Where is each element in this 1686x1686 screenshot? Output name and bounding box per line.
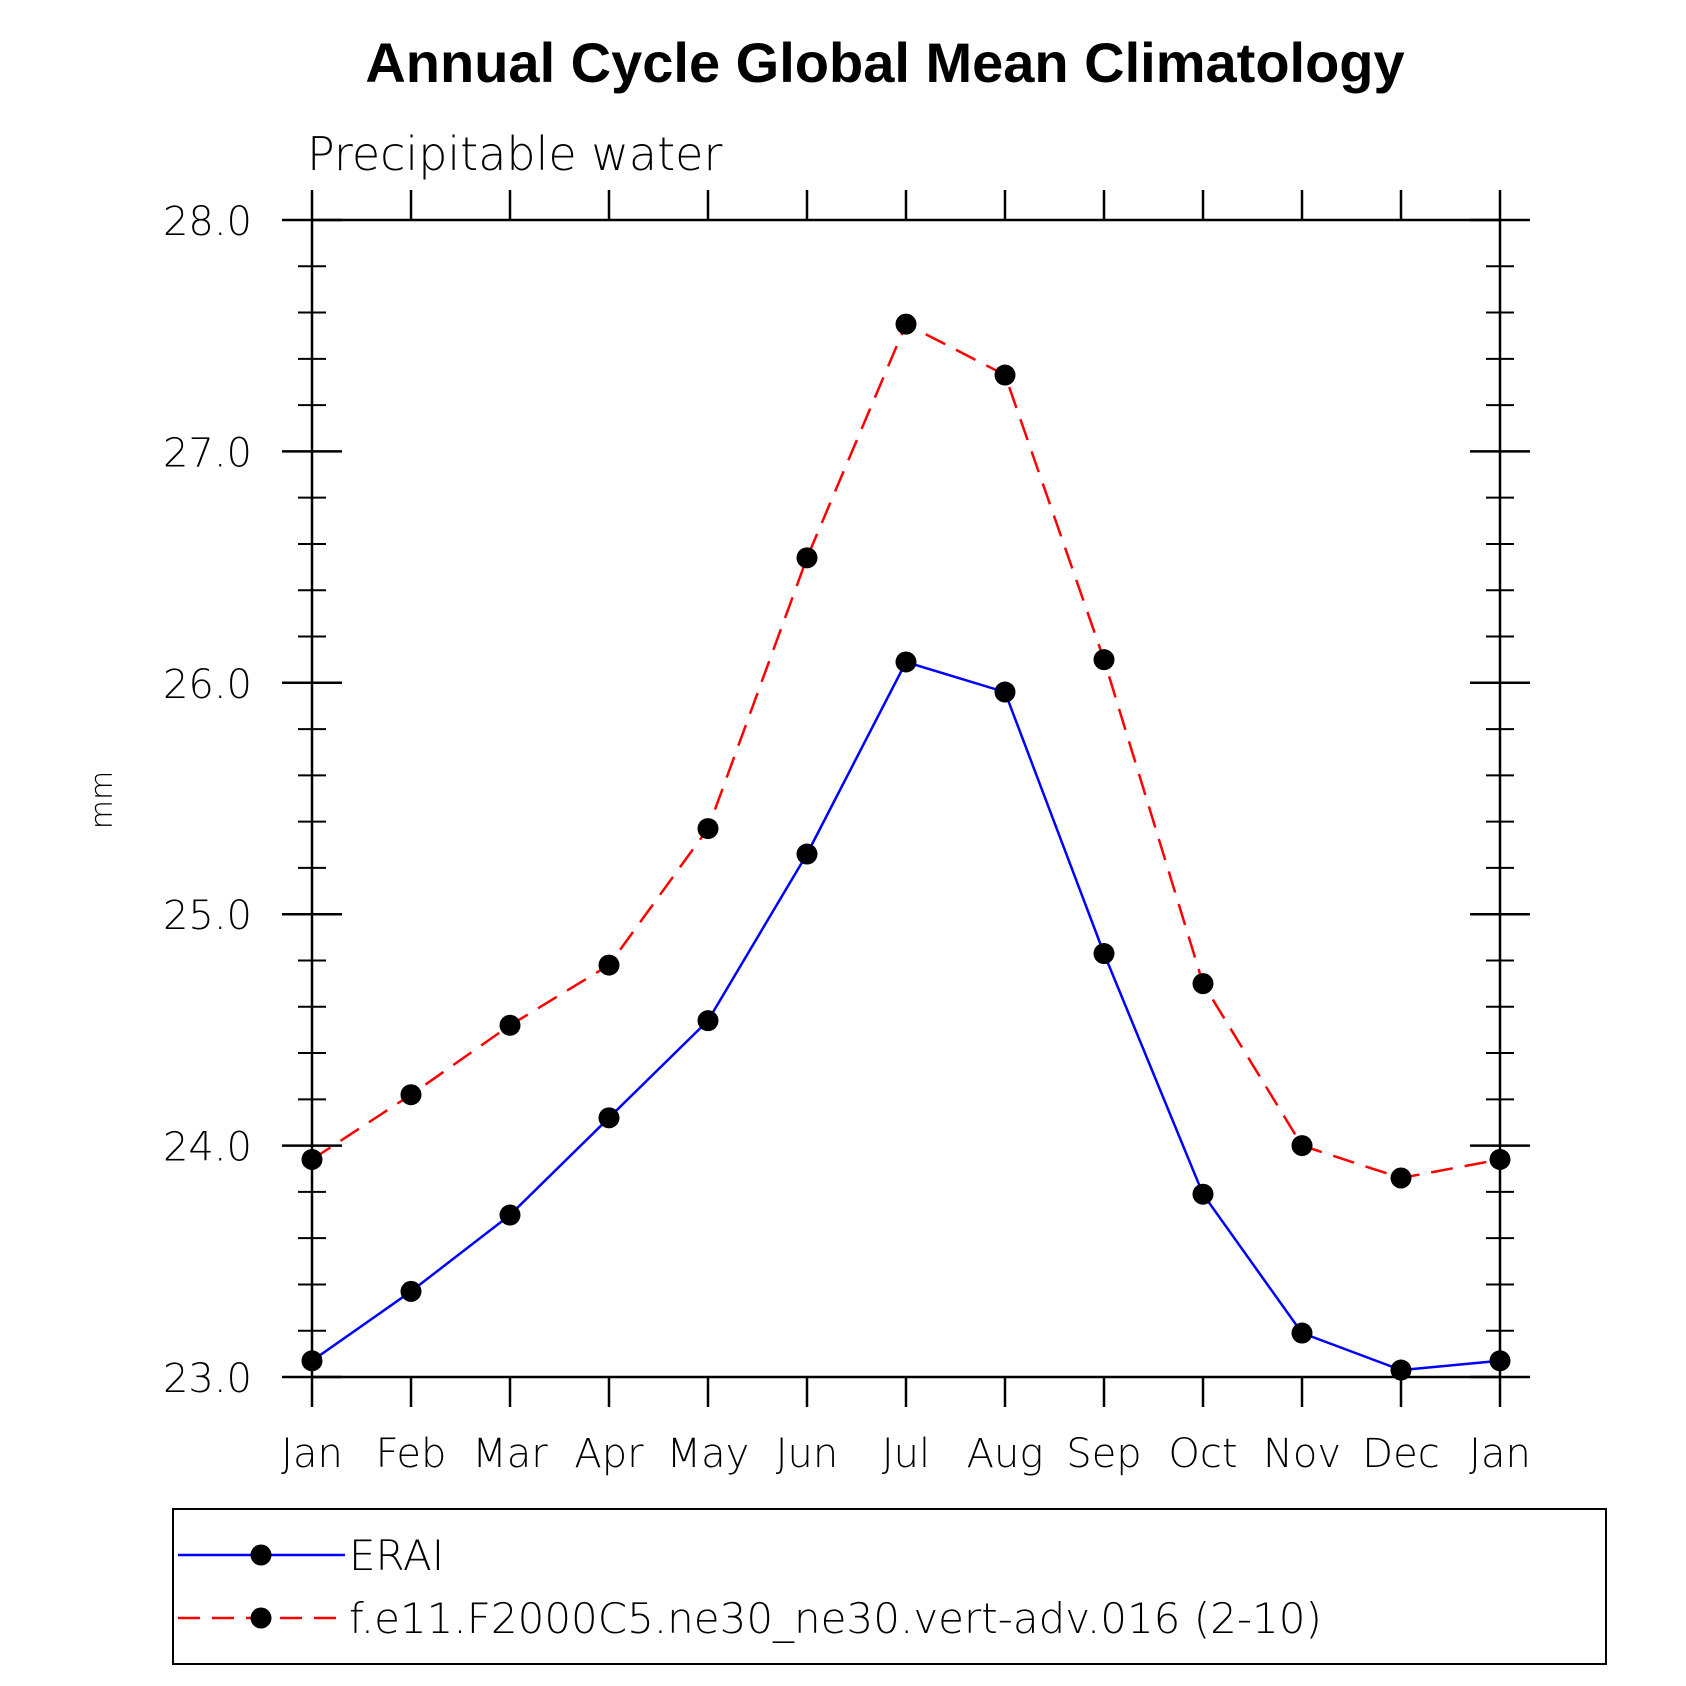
series-1-point [499,1204,521,1226]
series-2-point [1093,649,1115,671]
plot-frame [310,218,1502,1379]
series-2-point [994,364,1016,386]
series-2-point [598,954,620,976]
chart-subtitle: Precipitable water [307,127,722,181]
series-group [301,313,1511,1381]
y-tick-label: 27.0 [163,430,252,476]
x-tick-label: Dec [1362,1431,1439,1477]
series-2-point [1291,1135,1313,1157]
legend-label-1: ERAI [349,1531,444,1580]
series-1-point [598,1107,620,1129]
x-tick-label: Sep [1066,1431,1141,1477]
series-1-point [697,1010,719,1032]
x-tick-label: Apr [574,1431,644,1477]
y-axis-label: mm [85,771,120,829]
series-2-point [301,1148,323,1170]
x-tick-label: Feb [376,1431,447,1477]
x-tick-label: Mar [472,1431,548,1477]
series-1-point [994,681,1016,703]
series-2-point [1192,973,1214,995]
series-1-point [796,843,818,865]
legend: ERAI f.e11.F2000C5.ne30_ne30.vert-adv.016… [178,1531,1322,1643]
series-2-point [796,547,818,569]
y-tick-label: 25.0 [163,893,252,939]
series-1-point [400,1280,422,1302]
axes: Jan Feb Mar Apr May Jun Jul Aug Sep Oct Nov Dec Jan 2… [163,190,1531,1477]
series-1-point [1093,943,1115,965]
series-1-point [1390,1359,1412,1381]
series-2-point [499,1014,521,1036]
x-tick-label: Aug [967,1431,1044,1477]
series-1-point [1291,1322,1313,1344]
series-1-point [1192,1183,1214,1205]
chart-title: Annual Cycle Global Mean Climatology [365,31,1404,94]
x-tick-label: Oct [1168,1431,1237,1477]
series-1-point [895,651,917,673]
series-1-point [301,1350,323,1372]
series-2-point [895,313,917,335]
series-2-point [697,818,719,840]
series-line-2 [311,322,1501,1180]
x-tick-label: Nov [1263,1431,1341,1477]
series-2-point [400,1084,422,1106]
series-line-1 [311,660,1501,1372]
legend-box [172,1508,1607,1665]
legend-label-2: f.e11.F2000C5.ne30_ne30.vert-adv.016 (2-… [349,1594,1322,1643]
x-tick-label: Jun [776,1431,839,1477]
y-tick-label: 24.0 [163,1125,252,1171]
series-2-point [1390,1167,1412,1189]
x-tick-label: May [667,1431,750,1477]
legend-marker-2 [250,1607,272,1629]
legend-marker-1 [250,1544,272,1566]
series-1-point [1489,1350,1511,1372]
y-tick-label: 23.0 [163,1356,252,1402]
x-tick-label: Jan [281,1431,343,1477]
series-2-point [1489,1148,1511,1170]
x-tick-label: Jul [882,1431,930,1477]
y-tick-label: 26.0 [163,662,252,708]
y-tick-label: 28.0 [163,199,252,245]
x-tick-label: Jan [1469,1431,1531,1477]
